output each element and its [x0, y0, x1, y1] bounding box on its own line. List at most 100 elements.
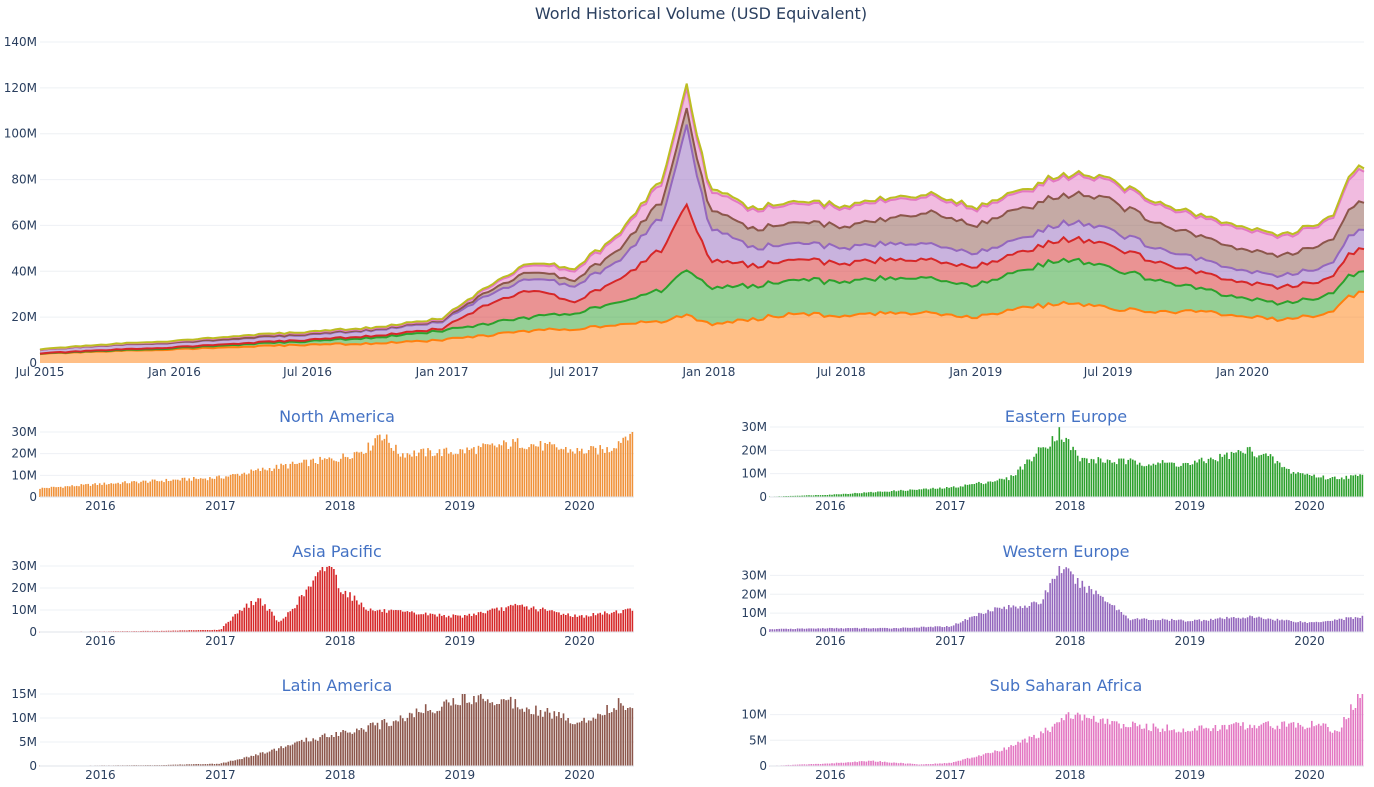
western-europe-bar — [1306, 623, 1309, 632]
western-europe-bar — [957, 623, 960, 632]
eastern-europe-bar — [895, 491, 898, 497]
north-america-bar — [261, 467, 264, 497]
north-america-bar — [509, 446, 512, 497]
north-america-bar — [225, 476, 227, 497]
asia-pacific-bar — [238, 610, 241, 632]
western-europe-bar — [847, 628, 849, 632]
western-europe-bar — [842, 628, 845, 632]
western-europe-bar — [1210, 618, 1212, 632]
asia-pacific-bar — [264, 604, 266, 632]
western-europe-bar — [952, 625, 955, 632]
asia-pacific-bar — [342, 594, 344, 632]
sub-saharan-africa-bar — [849, 762, 852, 766]
asia-pacific-bar — [167, 630, 170, 632]
eastern-europe-bar — [1106, 459, 1109, 497]
sub-saharan-africa-bar — [1235, 722, 1237, 766]
north-america-bar — [245, 474, 248, 497]
eastern-europe-bar — [1276, 461, 1279, 497]
eastern-europe-bar — [934, 488, 937, 497]
sub-saharan-africa-bar — [934, 763, 937, 766]
eastern-europe-bar — [964, 484, 966, 497]
eastern-europe-x-tick-label: 2020 — [1294, 499, 1325, 513]
north-america-bar — [415, 456, 418, 497]
sub-saharan-africa-bar — [991, 752, 994, 766]
eastern-europe-bar — [946, 487, 948, 497]
western-europe-bar — [1083, 586, 1086, 632]
eastern-europe-bar — [1207, 458, 1210, 497]
north-america-bar — [486, 444, 489, 497]
sub-saharan-africa-bar — [1090, 718, 1093, 766]
western-europe-bar — [783, 628, 785, 632]
north-america-bar — [323, 458, 326, 497]
sub-saharan-africa-bar — [838, 762, 840, 766]
asia-pacific-bar — [298, 596, 301, 632]
latin-america-bar — [209, 763, 211, 766]
north-america-bar — [321, 459, 324, 497]
latin-america-bar — [238, 759, 241, 766]
sub-saharan-africa-bar — [1228, 724, 1230, 766]
latin-america-bar — [406, 717, 409, 766]
latin-america-bar — [402, 718, 404, 766]
western-europe-bar — [1292, 621, 1295, 632]
latin-america-bar — [525, 707, 528, 766]
western-europe-bar — [1200, 621, 1203, 632]
sub-saharan-africa-bar — [1106, 718, 1109, 766]
western-europe-bar — [955, 623, 957, 632]
latin-america-bar — [620, 703, 622, 766]
asia-pacific-bar — [544, 609, 546, 632]
north-america-bar — [326, 459, 328, 497]
sub-saharan-africa-bar — [840, 762, 842, 766]
asia-pacific-bar — [604, 611, 606, 632]
asia-pacific-bar — [411, 611, 413, 632]
asia-pacific-bar — [457, 615, 459, 632]
eastern-europe-bar — [1042, 447, 1044, 497]
sub-saharan-africa-bar — [1233, 723, 1235, 766]
western-europe-bar — [1354, 617, 1357, 632]
sub-saharan-africa-x-tick-label: 2016 — [815, 768, 846, 782]
asia-pacific-bar — [144, 630, 147, 632]
latin-america-bar — [610, 712, 613, 766]
eastern-europe-bar — [1359, 474, 1361, 497]
north-america-bar — [519, 448, 521, 497]
north-america-bar — [209, 477, 211, 497]
eastern-europe-bar — [1175, 466, 1178, 497]
asia-pacific-bars — [39, 566, 634, 633]
sub-saharan-africa-bar — [1184, 731, 1187, 766]
sub-saharan-africa-bar — [1145, 723, 1148, 766]
sub-saharan-africa-bar — [1361, 694, 1364, 766]
sub-saharan-africa-bar — [1099, 719, 1102, 766]
north-america-bar — [232, 474, 234, 497]
latin-america-bar — [498, 704, 500, 766]
eastern-europe-bar — [1216, 461, 1219, 497]
north-america-bar — [406, 453, 409, 497]
asia-pacific-bar — [202, 630, 204, 632]
eastern-europe-bar — [1053, 441, 1056, 497]
western-europe-bar — [1115, 610, 1118, 632]
eastern-europe-bar — [1040, 447, 1042, 497]
eastern-europe-bar — [799, 495, 801, 497]
western-europe-bar — [884, 627, 886, 632]
eastern-europe-bar — [968, 484, 971, 497]
eastern-europe-bar — [1074, 450, 1077, 497]
sub-saharan-africa-bar — [897, 763, 900, 766]
sub-saharan-africa-bar — [1070, 718, 1072, 766]
asia-pacific-bar — [498, 610, 500, 632]
north-america-bar — [133, 481, 135, 497]
asia-pacific-bar — [512, 605, 514, 632]
asia-pacific-bar — [427, 615, 429, 632]
latin-america-bar — [351, 733, 354, 766]
eastern-europe-bar — [831, 494, 833, 497]
latin-america-bar — [298, 741, 301, 766]
north-america-bar — [436, 453, 438, 497]
western-europe-bar — [982, 614, 985, 632]
sub-saharan-africa-bar — [833, 763, 836, 766]
western-europe-bar — [1014, 606, 1017, 632]
western-europe-bar — [831, 628, 833, 632]
latin-america-bar — [542, 716, 544, 766]
sub-saharan-africa-bar — [1297, 722, 1299, 766]
eastern-europe-bar — [1230, 451, 1233, 497]
western-europe-bar — [1184, 621, 1187, 632]
western-europe-bar — [1081, 580, 1084, 632]
eastern-europe-bar — [980, 483, 982, 497]
eastern-europe-bar — [1290, 473, 1292, 497]
